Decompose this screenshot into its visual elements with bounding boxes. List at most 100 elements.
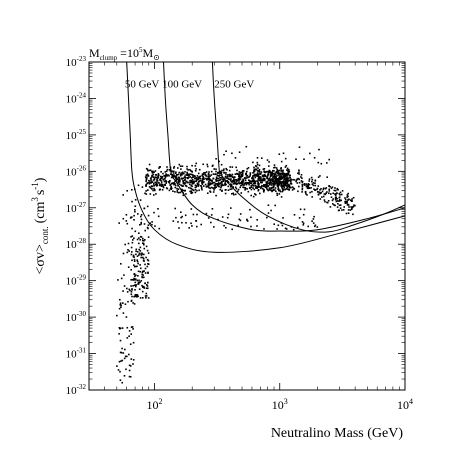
scatter-point [266, 182, 268, 185]
scatter-point [143, 270, 145, 272]
scatter-point [242, 186, 244, 188]
y-tick-label: 10-26 [66, 164, 87, 178]
scatter-point [221, 216, 224, 218]
scatter-point [233, 181, 236, 183]
scatter-point [125, 214, 128, 216]
scatter-point [330, 196, 333, 198]
scatter-point [145, 174, 148, 176]
scatter-point [219, 188, 221, 191]
scatter-point [275, 179, 277, 181]
y-tick-label-base: 10 [66, 166, 78, 178]
scatter-point [144, 192, 146, 195]
scatter-point [145, 180, 147, 183]
tick-labels: 10-3210-3110-3010-2910-2810-2710-2610-25… [66, 55, 413, 412]
scatter-point [244, 182, 246, 185]
scatter-point [167, 180, 170, 183]
scatter-point [174, 172, 177, 175]
scatter-point [203, 178, 205, 180]
scatter-point [280, 181, 283, 184]
scatter-point [219, 176, 221, 179]
scatter-point [146, 205, 149, 208]
scatter-point [194, 184, 197, 186]
scatter-point [130, 285, 132, 287]
scatter-point [254, 173, 256, 176]
scatter-point [186, 165, 188, 168]
scatter-point [217, 180, 219, 182]
scatter-point [181, 171, 184, 174]
scatter-point [187, 176, 190, 179]
scatter-point [267, 185, 269, 187]
scatter-point [269, 177, 271, 179]
scatter-point [168, 189, 171, 192]
scatter-point [306, 187, 309, 190]
scatter-point [160, 181, 163, 183]
scatter-point [143, 240, 145, 242]
scatter-point [235, 187, 238, 190]
scatter-point [140, 267, 142, 270]
scatter-point [130, 291, 133, 293]
header-unit-sub: ⊙ [153, 53, 160, 62]
scatter-point [253, 166, 255, 169]
scatter-point [194, 186, 197, 189]
scatter-point [143, 253, 145, 256]
scatter-point [303, 208, 306, 211]
scatter-point [324, 200, 326, 203]
scatter-point [198, 181, 200, 183]
scatter-point [300, 174, 303, 176]
scatter-point [182, 181, 185, 184]
scatter-point [272, 186, 275, 189]
scatter-point [291, 186, 294, 188]
scatter-point [303, 183, 306, 185]
scatter-point [233, 176, 236, 178]
scatter-point [168, 175, 170, 177]
scatter-point [180, 172, 182, 174]
scatter-point [154, 176, 156, 178]
x-tick-label-base: 10 [272, 398, 284, 412]
scatter-point [271, 179, 274, 182]
scatter-point [285, 172, 288, 175]
scatter-point [176, 174, 179, 176]
scatter-point [138, 279, 140, 282]
scatter-point [281, 185, 284, 187]
scatter-point [187, 177, 189, 180]
scatter-point [307, 225, 309, 228]
scatter-point [209, 179, 211, 181]
scatter-point [285, 183, 287, 186]
scatter-point [331, 186, 334, 188]
scatter-point [251, 176, 254, 178]
scatter-point [171, 170, 173, 172]
scatter-point [215, 170, 217, 173]
scatter-point [251, 177, 254, 180]
scatter-point [144, 295, 147, 297]
y-tick-label-base: 10 [66, 130, 78, 142]
scatter-point [140, 254, 143, 256]
scatter-point [188, 183, 191, 186]
scatter-point [253, 174, 255, 177]
scatter-point [230, 175, 232, 178]
y-tick-label-base: 10 [66, 57, 78, 69]
scatter-point [130, 300, 133, 302]
scatter-point [230, 180, 232, 183]
scatter-point [256, 225, 258, 227]
scatter-point [298, 173, 300, 175]
scatter-points [116, 145, 356, 384]
scatter-point [249, 180, 252, 183]
scatter-point [274, 189, 276, 191]
scatter-point [290, 186, 292, 189]
x-tick-label: 104 [397, 397, 413, 412]
scatter-point [285, 182, 287, 184]
scatter-point [186, 171, 188, 174]
scatter-point [151, 175, 153, 178]
scatter-point [136, 259, 138, 261]
scatter-point [174, 184, 177, 187]
scatter-point [217, 171, 220, 174]
scatter-point [188, 174, 190, 176]
y-tick-label-base: 10 [66, 312, 78, 324]
scatter-point [220, 177, 222, 179]
scatter-point [194, 180, 196, 183]
scatter-point [168, 182, 171, 184]
scatter-point [126, 337, 129, 339]
scatter-point [191, 183, 194, 185]
scatter-point [214, 187, 216, 190]
scatter-point [118, 222, 120, 224]
